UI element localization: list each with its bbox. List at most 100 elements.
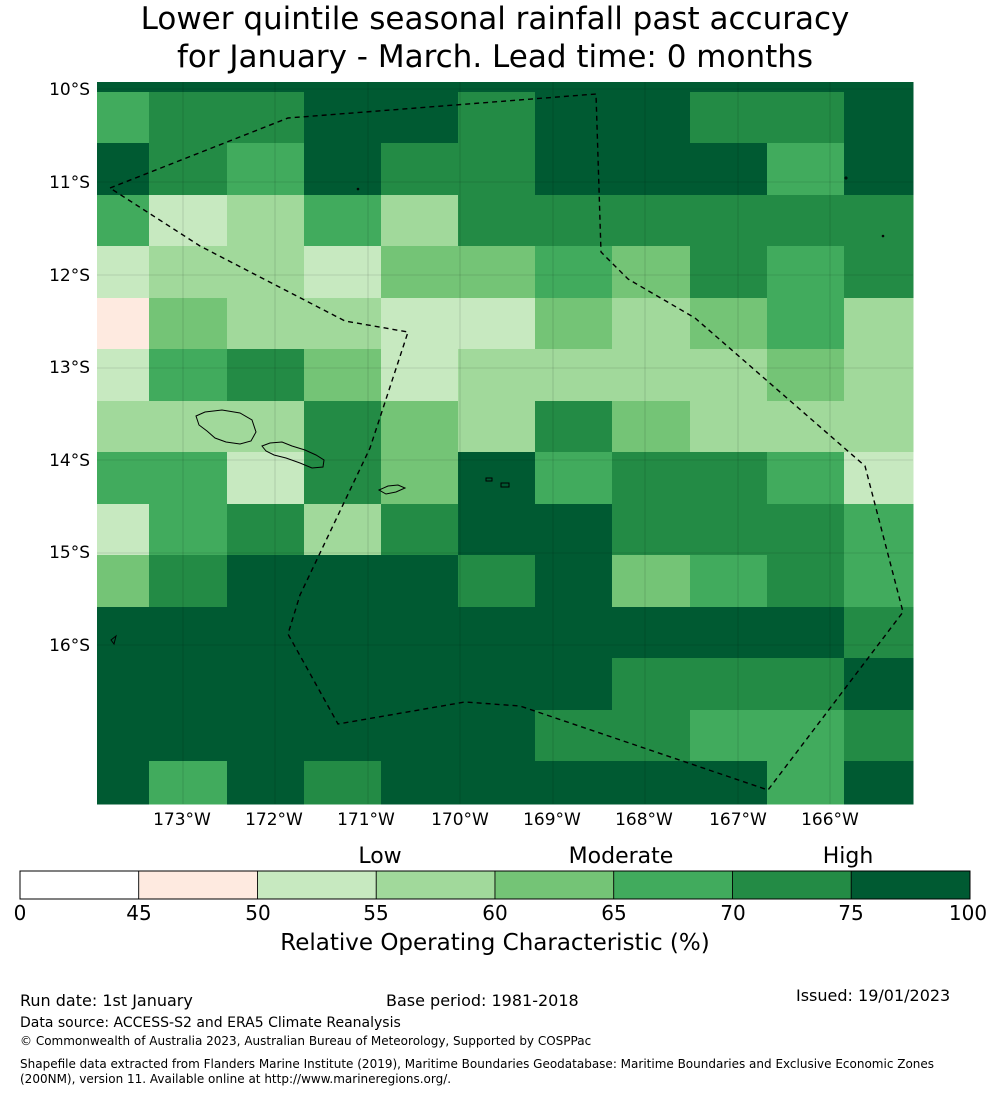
grid-cell: [304, 555, 382, 608]
grid-cell: [304, 452, 382, 505]
grid-cell: [690, 246, 768, 299]
tutuila-island: [377, 484, 407, 495]
grid-cell: [690, 555, 768, 608]
grid-cell: [458, 143, 536, 196]
grid-cell: [767, 401, 845, 453]
grid-cell: [381, 761, 459, 805]
grid-cell: [97, 401, 150, 453]
colorbar-tick: 60: [482, 901, 508, 925]
grid-cell: [458, 298, 536, 350]
grid-cell: [535, 195, 613, 247]
grid-cell: [535, 349, 613, 402]
colorbar-tick: 45: [126, 901, 152, 925]
grid-cell: [149, 82, 228, 93]
colorbar-tick: 50: [245, 901, 271, 925]
grid-cell: [227, 195, 305, 247]
grid-cell: [97, 92, 150, 144]
grid-cell: [149, 761, 228, 805]
grid-cell: [767, 555, 845, 608]
colorbar: [19, 870, 971, 900]
grid-cell: [458, 401, 536, 453]
grid-cell: [304, 92, 382, 144]
grid-cell: [535, 555, 613, 608]
grid-cell: [767, 710, 845, 762]
grid-cell: [844, 195, 914, 247]
colorbar-bin: [850, 870, 971, 900]
grid-cell: [227, 658, 305, 711]
grid-cell: [381, 504, 459, 556]
grid-cell: [97, 761, 150, 805]
grid-cell: [381, 555, 459, 608]
graticule-lines: [97, 82, 913, 804]
grid-cell: [458, 82, 536, 93]
grid-cell: [690, 504, 768, 556]
grid-cell: [227, 761, 305, 805]
grid-cell: [304, 607, 382, 659]
grid-cell: [381, 401, 459, 453]
islet-3: [881, 234, 885, 238]
grid-cell: [304, 195, 382, 247]
grid-cell: [381, 298, 459, 350]
islet-2: [844, 176, 848, 180]
copyright: © Commonwealth of Australia 2023, Austra…: [20, 1034, 592, 1048]
colorbar-bin: [732, 870, 852, 900]
colorbar-bin: [494, 870, 615, 900]
grid-cell: [535, 82, 613, 93]
grid-cell: [767, 246, 845, 299]
grid-cell: [458, 761, 536, 805]
colorbar-tick: 75: [838, 901, 864, 925]
grid-cell: [690, 658, 768, 711]
grid-cell: [458, 246, 536, 299]
grid-cell: [844, 452, 914, 505]
run-date: Run date: 1st January: [20, 991, 193, 1010]
grid-cell: [97, 504, 150, 556]
grid-cell: [535, 710, 613, 762]
lat-label: 14°S: [49, 451, 90, 471]
grid-cell: [227, 504, 305, 556]
grid-cell: [767, 143, 845, 196]
shapefile-credit-line-2: (200NM), version 11. Available online at…: [20, 1072, 452, 1086]
grid-cell: [844, 349, 914, 402]
grid-cell: [97, 246, 150, 299]
lon-label: 170°W: [431, 810, 489, 830]
lat-label: 15°S: [49, 543, 90, 563]
grid-cell: [844, 555, 914, 608]
grid-cell: [97, 298, 150, 350]
grid-cell: [458, 452, 536, 505]
lon-label: 166°W: [801, 810, 859, 830]
grid-cell: [304, 504, 382, 556]
category-high: High: [822, 844, 874, 869]
grid-cell: [97, 143, 150, 196]
grid-cell: [381, 92, 459, 144]
grid-cell: [690, 195, 768, 247]
grid-cell: [227, 555, 305, 608]
colorbar-tick: 100: [948, 901, 988, 925]
grid-cell: [612, 761, 691, 805]
lon-label: 167°W: [709, 810, 767, 830]
grid-cell: [381, 349, 459, 402]
grid-cell: [149, 452, 228, 505]
grid-cell: [844, 658, 914, 711]
grid-cell: [458, 349, 536, 402]
grid-cell: [767, 195, 845, 247]
colorbar-tick: 65: [601, 901, 627, 925]
grid-cell: [844, 92, 914, 144]
chart-title: Lower quintile seasonal rainfall past ac…: [0, 0, 990, 76]
grid-cell: [227, 607, 305, 659]
colorbar-frame: [19, 870, 971, 900]
grid-cell: [381, 658, 459, 711]
grid-cell: [97, 195, 150, 247]
grid-cell: [767, 82, 845, 93]
grid-cell: [612, 143, 691, 196]
grid-cell: [612, 349, 691, 402]
grid-cell: [149, 143, 228, 196]
lon-label: 168°W: [615, 810, 673, 830]
base-period: Base period: 1981-2018: [386, 991, 579, 1010]
grid-cell: [381, 607, 459, 659]
rainfall-accuracy-grid: [97, 82, 914, 805]
grid-cell: [612, 504, 691, 556]
island-outlines: [110, 176, 885, 646]
manua-island-2: [500, 482, 510, 488]
grid-cell: [844, 710, 914, 762]
grid-cell: [612, 195, 691, 247]
